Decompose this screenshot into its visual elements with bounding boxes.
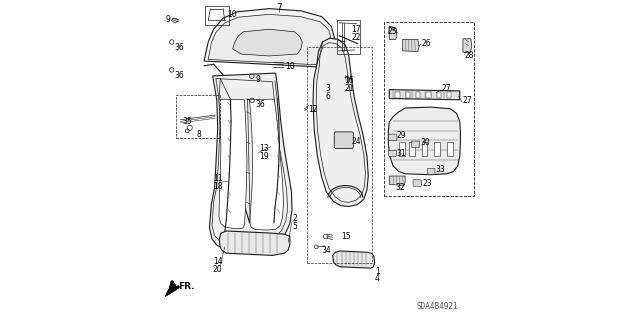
- PathPatch shape: [389, 90, 460, 100]
- Text: 6: 6: [325, 93, 330, 101]
- PathPatch shape: [165, 283, 177, 297]
- Text: 10: 10: [285, 62, 294, 70]
- Text: 27: 27: [463, 96, 472, 105]
- PathPatch shape: [388, 107, 460, 175]
- PathPatch shape: [219, 99, 247, 229]
- Text: 1: 1: [375, 267, 380, 276]
- Bar: [422, 142, 428, 156]
- Text: 4: 4: [375, 274, 380, 283]
- Text: 36: 36: [175, 43, 184, 52]
- Bar: [337, 20, 360, 54]
- Text: 15: 15: [342, 232, 351, 241]
- Text: 31: 31: [397, 149, 406, 158]
- PathPatch shape: [403, 40, 419, 51]
- Bar: [177, 95, 220, 138]
- FancyBboxPatch shape: [388, 134, 397, 140]
- Text: 13: 13: [259, 144, 269, 153]
- Text: 35: 35: [183, 117, 193, 126]
- Bar: [416, 92, 420, 98]
- Text: 19: 19: [259, 152, 269, 161]
- Bar: [205, 6, 229, 25]
- Text: 23: 23: [422, 179, 432, 188]
- Text: 26: 26: [422, 39, 431, 48]
- Bar: [399, 142, 405, 156]
- Text: 9: 9: [166, 15, 171, 24]
- Text: 14: 14: [213, 257, 223, 266]
- Text: FR.: FR.: [179, 282, 195, 291]
- FancyBboxPatch shape: [428, 168, 435, 174]
- Text: 32: 32: [396, 183, 405, 192]
- Text: 25: 25: [388, 27, 397, 36]
- Bar: [435, 142, 440, 156]
- Text: SDA4B4921: SDA4B4921: [417, 302, 458, 311]
- Text: 16: 16: [344, 76, 354, 85]
- Text: 8: 8: [196, 130, 201, 139]
- FancyBboxPatch shape: [334, 132, 353, 148]
- FancyBboxPatch shape: [412, 141, 420, 147]
- PathPatch shape: [313, 38, 368, 206]
- Text: 12: 12: [308, 106, 317, 115]
- Bar: [447, 142, 452, 156]
- Text: 28: 28: [465, 51, 474, 61]
- Bar: [383, 22, 474, 196]
- PathPatch shape: [208, 14, 332, 65]
- Text: 36: 36: [175, 71, 184, 80]
- PathPatch shape: [220, 231, 290, 256]
- Text: 30: 30: [420, 138, 430, 147]
- Bar: [426, 92, 431, 98]
- Text: 11: 11: [213, 174, 223, 183]
- Bar: [437, 92, 442, 98]
- Text: 3: 3: [325, 85, 330, 93]
- Text: 27: 27: [442, 84, 451, 93]
- PathPatch shape: [209, 73, 292, 250]
- PathPatch shape: [333, 251, 374, 268]
- Text: 10: 10: [227, 10, 237, 19]
- Text: 22: 22: [351, 33, 360, 42]
- Text: 2: 2: [292, 214, 297, 223]
- Text: 5: 5: [292, 222, 297, 231]
- Text: 9: 9: [256, 75, 260, 84]
- Text: 33: 33: [435, 165, 445, 174]
- Text: 36: 36: [256, 100, 266, 109]
- FancyBboxPatch shape: [388, 150, 396, 156]
- Bar: [406, 92, 410, 98]
- Text: 34: 34: [321, 246, 331, 255]
- Text: 18: 18: [213, 182, 223, 191]
- PathPatch shape: [250, 99, 284, 230]
- PathPatch shape: [389, 26, 397, 40]
- Bar: [307, 47, 372, 263]
- Bar: [396, 92, 400, 98]
- Text: 20: 20: [213, 265, 223, 274]
- FancyBboxPatch shape: [413, 180, 421, 186]
- PathPatch shape: [233, 29, 302, 56]
- Text: 21: 21: [344, 84, 354, 93]
- Bar: [447, 92, 451, 98]
- Bar: [409, 142, 415, 156]
- Text: 17: 17: [351, 26, 361, 34]
- Text: 29: 29: [397, 131, 406, 140]
- Text: 7: 7: [276, 3, 282, 12]
- PathPatch shape: [389, 176, 405, 186]
- PathPatch shape: [463, 39, 472, 53]
- PathPatch shape: [204, 9, 335, 67]
- Text: 24: 24: [352, 137, 362, 145]
